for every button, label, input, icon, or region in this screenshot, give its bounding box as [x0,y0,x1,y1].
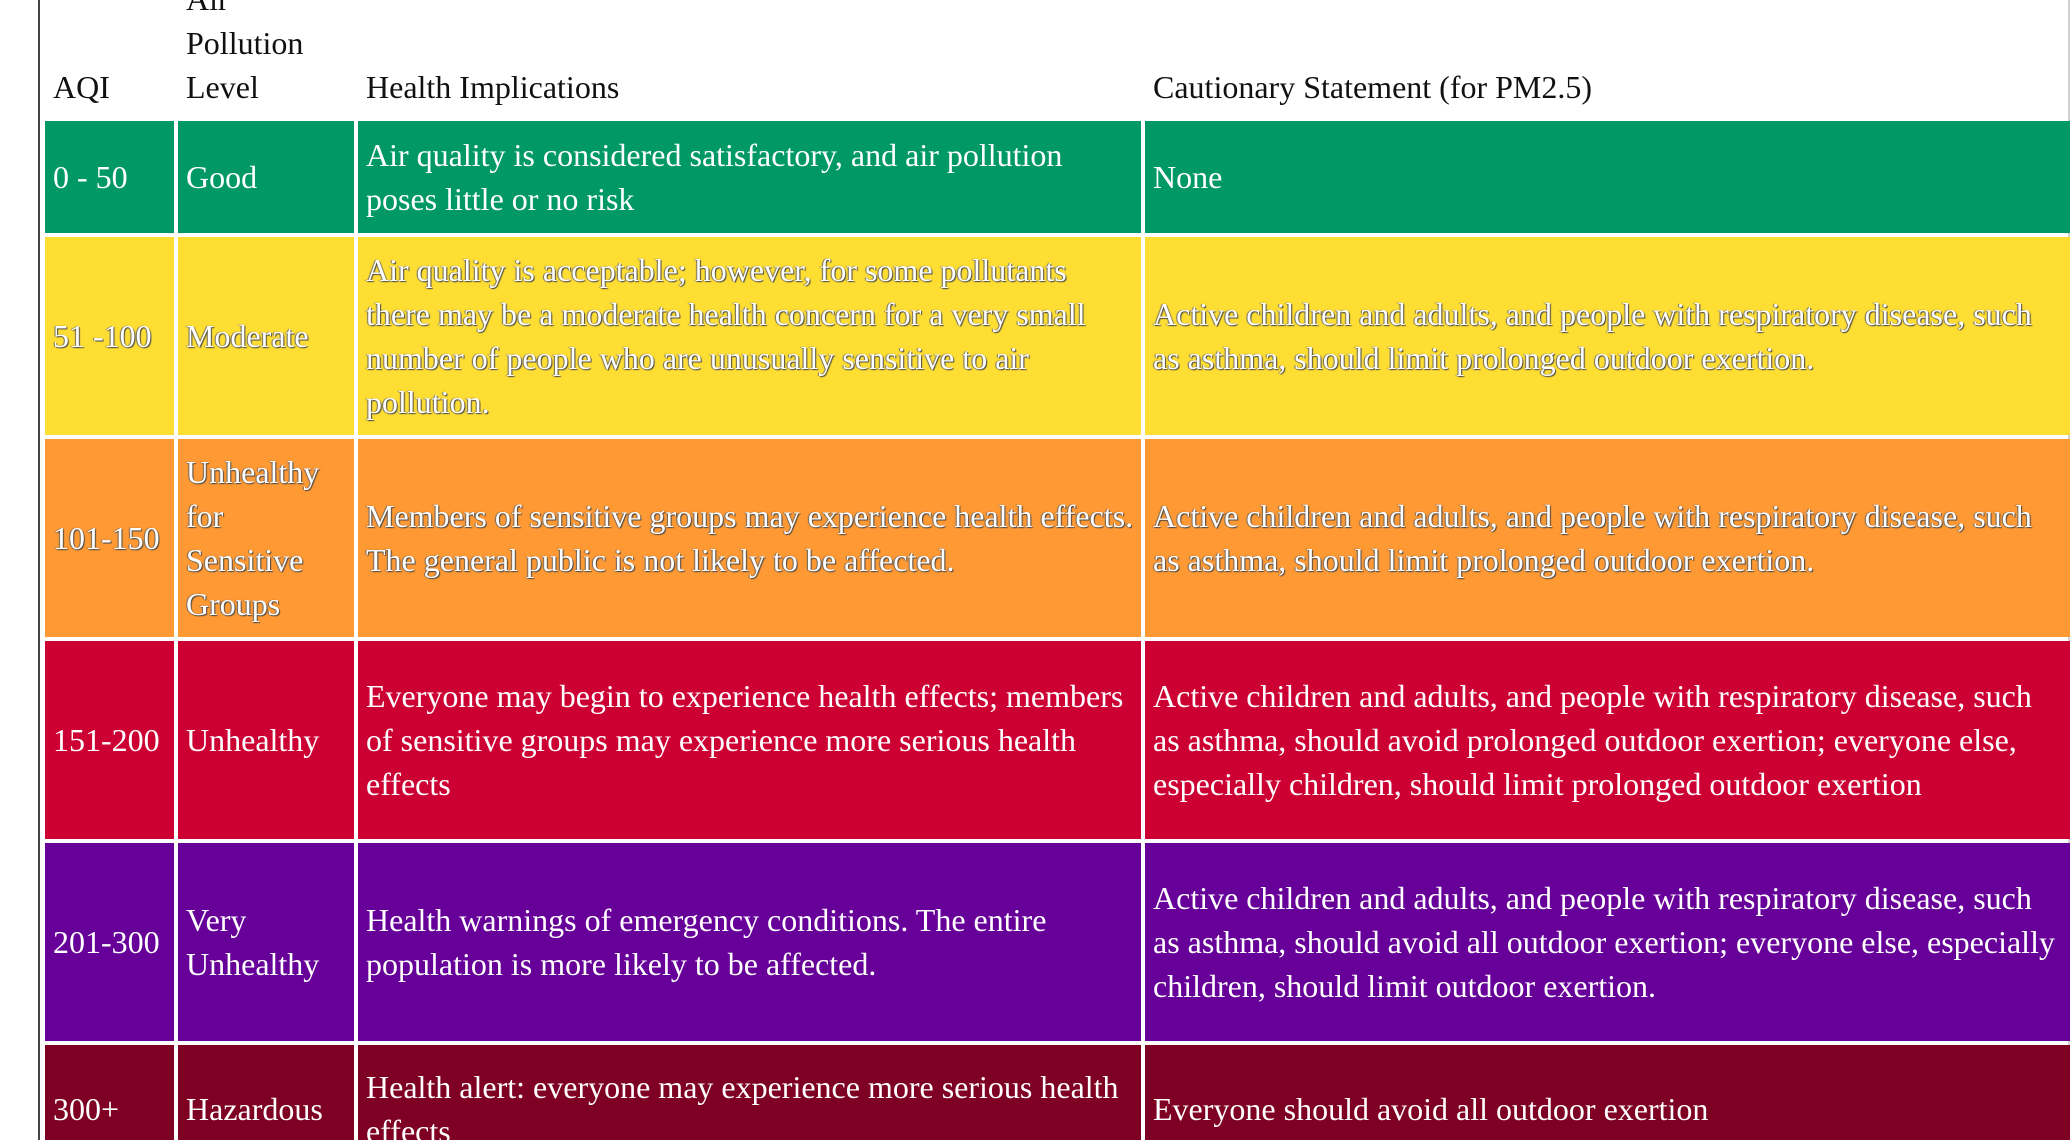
pollution-level-cell: Unhealthy [178,641,354,839]
health-implications-cell: Members of sensitive groups may experien… [358,439,1141,637]
header-health-implications: Health Implications [366,69,620,105]
aqi-range-cell: 101-150 [45,439,174,637]
health-implications-cell: Air quality is acceptable; however, for … [358,237,1141,435]
cautionary-statement-cell: Active children and adults, and people w… [1145,237,2070,435]
table-row-unhealthy: 151-200 Unhealthy Everyone may begin to … [45,641,2070,839]
pollution-level-cell: Moderate [178,237,354,435]
aqi-range-cell: 201-300 [45,843,174,1041]
aqi-table: AQI Air Pollution Level Health Implicati… [41,0,2070,1140]
aqi-range-cell: 51 -100 [45,237,174,435]
table-row-hazardous: 300+ Hazardous Health alert: everyone ma… [45,1045,2070,1140]
header-cautionary-statement: Cautionary Statement (for PM2.5) [1153,69,1593,105]
health-implications-cell: Everyone may begin to experience health … [358,641,1141,839]
page-left-border [38,0,40,1140]
health-implications-cell: Health alert: everyone may experience mo… [358,1045,1141,1140]
aqi-range-cell: 0 - 50 [45,121,174,233]
header-aqi: AQI [53,69,110,105]
aqi-range-cell: 151-200 [45,641,174,839]
cautionary-statement-cell: Active children and adults, and people w… [1145,439,2070,637]
pollution-level-cell: Hazardous [178,1045,354,1140]
table-row-good: 0 - 50 Good Air quality is considered sa… [45,121,2070,233]
pollution-level-cell: Good [178,121,354,233]
pollution-level-cell: Unhealthy for Sensitive Groups [178,439,354,637]
cautionary-statement-cell: Everyone should avoid all outdoor exerti… [1145,1045,2070,1140]
cautionary-statement-cell: None [1145,121,2070,233]
table-row-very-unhealthy: 201-300 Very Unhealthy Health warnings o… [45,843,2070,1041]
health-implications-cell: Air quality is considered satisfactory, … [358,121,1141,233]
health-implications-cell: Health warnings of emergency conditions.… [358,843,1141,1041]
cautionary-statement-cell: Active children and adults, and people w… [1145,641,2070,839]
cautionary-statement-cell: Active children and adults, and people w… [1145,843,2070,1041]
table-row-moderate: 51 -100 Moderate Air quality is acceptab… [45,237,2070,435]
header-pollution-level: Air Pollution Level [186,0,304,105]
aqi-range-cell: 300+ [45,1045,174,1140]
pollution-level-cell: Very Unhealthy [178,843,354,1041]
table-row-unhealthy-sensitive: 101-150 Unhealthy for Sensitive Groups M… [45,439,2070,637]
table-header-row: AQI Air Pollution Level Health Implicati… [45,0,2070,117]
